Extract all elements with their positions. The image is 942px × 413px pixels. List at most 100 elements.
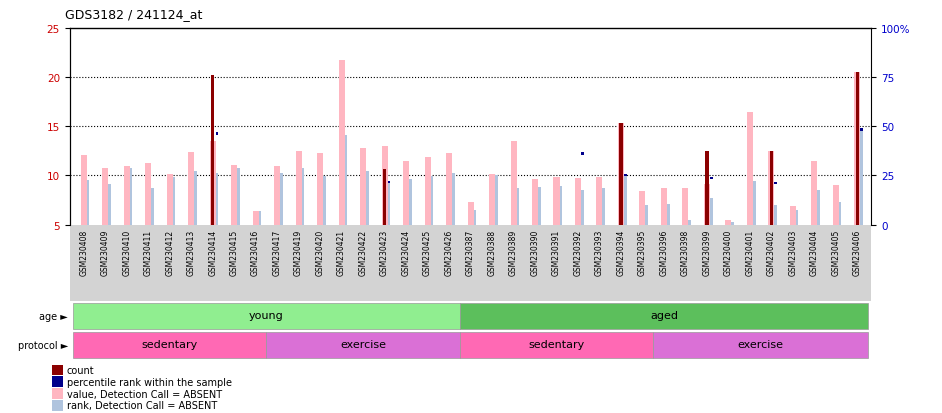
Bar bbox=[689, 220, 691, 225]
Bar bbox=[854, 73, 860, 225]
Text: GSM230412: GSM230412 bbox=[165, 229, 174, 275]
Bar bbox=[188, 152, 194, 225]
Bar bbox=[145, 163, 151, 225]
Bar bbox=[73, 332, 267, 358]
Text: GSM230409: GSM230409 bbox=[101, 229, 109, 275]
Bar bbox=[102, 168, 108, 225]
Bar bbox=[624, 177, 626, 225]
Bar bbox=[323, 177, 326, 225]
Bar bbox=[52, 400, 63, 411]
Text: GSM230425: GSM230425 bbox=[423, 229, 432, 275]
Bar bbox=[706, 152, 708, 225]
Bar bbox=[81, 155, 87, 225]
Bar bbox=[725, 220, 731, 225]
Text: GSM230396: GSM230396 bbox=[659, 229, 669, 275]
Bar bbox=[839, 202, 841, 225]
Bar bbox=[790, 206, 796, 225]
Text: GSM230399: GSM230399 bbox=[703, 229, 711, 275]
Bar bbox=[495, 176, 497, 225]
Bar bbox=[430, 177, 433, 225]
Bar bbox=[581, 191, 584, 225]
Text: GSM230420: GSM230420 bbox=[316, 229, 325, 275]
Text: GSM230394: GSM230394 bbox=[616, 229, 625, 275]
Bar bbox=[167, 174, 172, 225]
Bar bbox=[387, 184, 390, 225]
Text: GSM230393: GSM230393 bbox=[595, 229, 604, 275]
Text: GSM230395: GSM230395 bbox=[638, 229, 647, 275]
Text: sedentary: sedentary bbox=[528, 339, 585, 349]
Text: percentile rank within the sample: percentile rank within the sample bbox=[67, 377, 232, 387]
Bar bbox=[603, 189, 605, 225]
Bar bbox=[855, 73, 859, 225]
Bar bbox=[575, 179, 581, 225]
Text: GSM230389: GSM230389 bbox=[509, 229, 518, 275]
Bar bbox=[409, 180, 412, 225]
Bar bbox=[317, 154, 323, 225]
Bar bbox=[194, 171, 197, 225]
Bar bbox=[52, 377, 63, 387]
Bar bbox=[382, 147, 387, 225]
Bar bbox=[301, 168, 304, 225]
Text: GSM230423: GSM230423 bbox=[380, 229, 389, 275]
Bar bbox=[516, 189, 519, 225]
Bar bbox=[123, 166, 130, 225]
Bar bbox=[511, 142, 516, 225]
Bar bbox=[360, 149, 366, 225]
Bar bbox=[267, 332, 460, 358]
Text: sedentary: sedentary bbox=[141, 339, 198, 349]
Bar bbox=[645, 206, 648, 225]
Text: GSM230391: GSM230391 bbox=[552, 229, 561, 275]
Bar bbox=[667, 204, 670, 225]
Bar bbox=[554, 178, 560, 225]
Bar bbox=[151, 189, 154, 225]
Text: protocol ►: protocol ► bbox=[18, 340, 68, 350]
Bar bbox=[538, 188, 541, 225]
Text: GSM230424: GSM230424 bbox=[401, 229, 411, 275]
Bar bbox=[796, 210, 799, 225]
Bar bbox=[108, 185, 111, 225]
Bar bbox=[833, 186, 839, 225]
Text: GSM230410: GSM230410 bbox=[122, 229, 131, 275]
Bar bbox=[460, 303, 869, 329]
Text: GSM230388: GSM230388 bbox=[488, 229, 496, 275]
Text: rank, Detection Call = ABSENT: rank, Detection Call = ABSENT bbox=[67, 401, 218, 411]
Bar bbox=[345, 136, 348, 225]
Text: GSM230398: GSM230398 bbox=[681, 229, 690, 275]
Bar bbox=[296, 152, 301, 225]
Bar bbox=[274, 166, 280, 225]
Text: GSM230404: GSM230404 bbox=[810, 229, 819, 275]
Text: GSM230416: GSM230416 bbox=[252, 229, 260, 275]
Text: exercise: exercise bbox=[738, 339, 784, 349]
Text: GSM230422: GSM230422 bbox=[359, 229, 367, 275]
Bar bbox=[619, 124, 623, 225]
Text: exercise: exercise bbox=[340, 339, 386, 349]
Text: aged: aged bbox=[650, 311, 678, 320]
Text: GSM230426: GSM230426 bbox=[445, 229, 453, 275]
Bar bbox=[87, 181, 89, 225]
Text: GSM230406: GSM230406 bbox=[853, 229, 862, 275]
Bar bbox=[710, 177, 712, 180]
Text: GSM230390: GSM230390 bbox=[530, 229, 540, 275]
Bar bbox=[460, 332, 653, 358]
Bar bbox=[747, 112, 753, 225]
Bar bbox=[425, 157, 430, 225]
Bar bbox=[467, 202, 474, 225]
Text: GSM230402: GSM230402 bbox=[767, 229, 776, 275]
Bar bbox=[704, 185, 710, 225]
Text: GSM230417: GSM230417 bbox=[272, 229, 282, 275]
Bar bbox=[710, 199, 712, 225]
Text: GSM230408: GSM230408 bbox=[79, 229, 89, 275]
Bar bbox=[661, 189, 667, 225]
Text: GSM230392: GSM230392 bbox=[574, 229, 582, 275]
Bar bbox=[653, 332, 869, 358]
Bar bbox=[366, 171, 368, 225]
Bar bbox=[618, 124, 624, 225]
Bar bbox=[211, 76, 214, 225]
Bar bbox=[770, 152, 773, 225]
Text: count: count bbox=[67, 365, 94, 375]
Bar bbox=[237, 168, 239, 225]
Bar bbox=[860, 132, 863, 225]
Text: GSM230414: GSM230414 bbox=[208, 229, 217, 275]
Bar bbox=[731, 222, 734, 225]
Text: GSM230405: GSM230405 bbox=[832, 229, 840, 275]
